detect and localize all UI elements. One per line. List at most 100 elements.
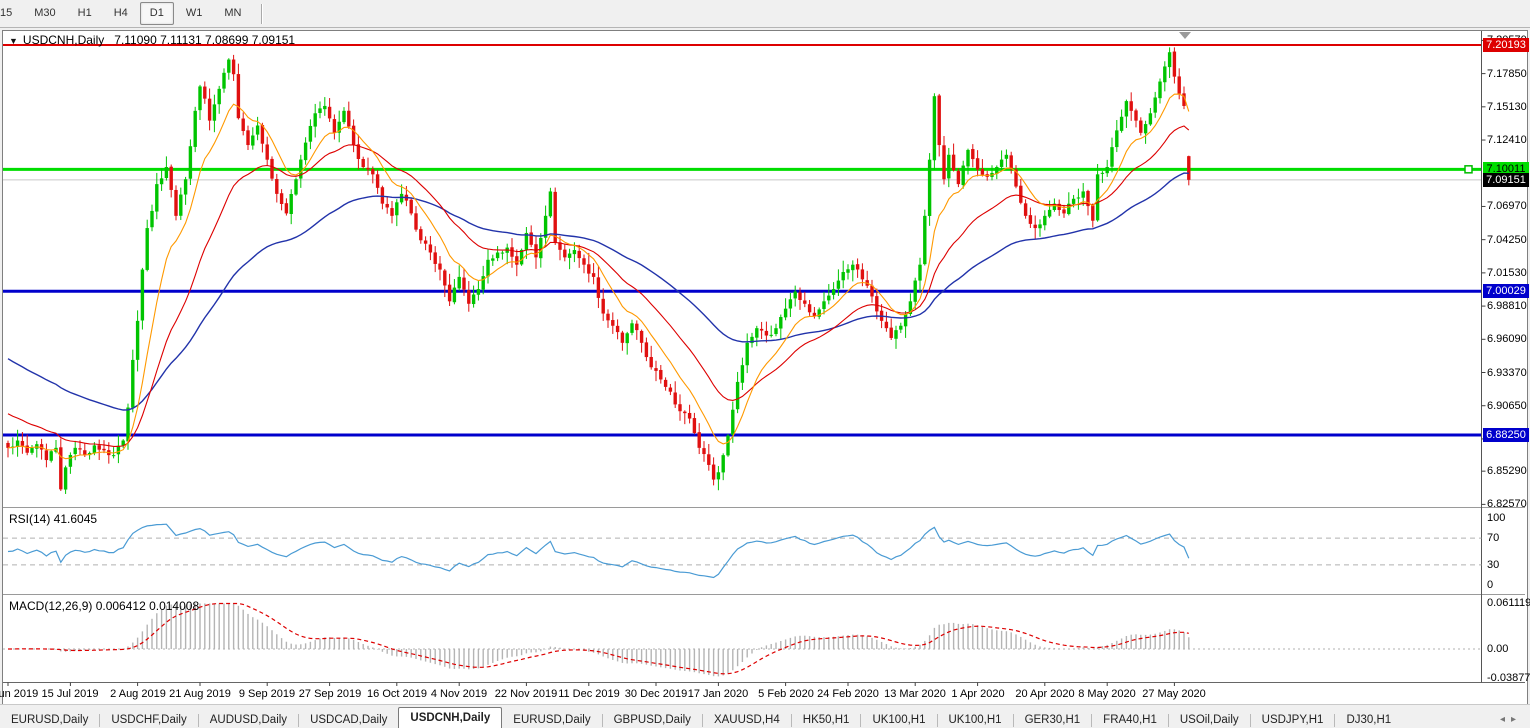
price-tick-label: 7.17850 xyxy=(1487,68,1527,80)
date-tick-label: 5 Feb 2020 xyxy=(758,688,814,700)
price-tick-label: 7.15130 xyxy=(1487,101,1527,113)
timeframe-button-h4[interactable]: H4 xyxy=(113,7,128,19)
date-tick-label: 21 Aug 2019 xyxy=(169,688,231,700)
chart-tab-uk100-h1[interactable]: UK100,H1 xyxy=(872,714,926,726)
chart-dropdown-icon[interactable]: ▼ xyxy=(9,36,18,46)
date-tick-label: 4 Nov 2019 xyxy=(430,688,488,700)
macd-tick-label: 0.00 xyxy=(1487,643,1509,655)
timeframe-button-h1[interactable]: H1 xyxy=(77,7,92,19)
price-level-badge: 7.10011 xyxy=(1483,162,1529,176)
chart-tab-dj30-h1[interactable]: DJ30,H1 xyxy=(1346,714,1392,726)
date-tick-label: 20 Apr 2020 xyxy=(1015,688,1075,700)
tab-scroll-arrows[interactable]: ◂▸ xyxy=(1500,714,1522,725)
price-level-badge: 7.00029 xyxy=(1483,284,1529,298)
chart-tab-usdchf-daily[interactable]: USDCHF,Daily xyxy=(111,714,187,726)
date-tick-label: 22 Nov 2019 xyxy=(494,688,558,700)
tab-separator xyxy=(936,714,938,727)
tab-scroll-left-icon[interactable]: ◂ xyxy=(1499,714,1511,725)
macd-indicator-label: MACD(12,26,9) 0.006412 0.014008 xyxy=(9,599,200,613)
date-tick-label: 16 Oct 2019 xyxy=(367,688,427,700)
tab-separator xyxy=(790,714,792,727)
price-tick-label: 7.04250 xyxy=(1487,234,1527,246)
chart-tab-usoil-daily[interactable]: USOil,Daily xyxy=(1179,714,1239,726)
timeframe-button-d1[interactable]: D1 xyxy=(139,2,174,25)
rsi-tick-label: 100 xyxy=(1487,512,1506,524)
date-tick-label: 9 Sep 2019 xyxy=(238,688,296,700)
timeframe-button-mn[interactable]: MN xyxy=(224,7,242,19)
candlestick-series xyxy=(6,47,1191,494)
tab-separator xyxy=(1012,714,1014,727)
date-tick-label: 15 Jul 2019 xyxy=(41,688,99,700)
tab-separator xyxy=(1334,714,1336,727)
chart-tab-usdcnh-daily[interactable]: USDCNH,Daily xyxy=(398,707,503,728)
date-tick-label: 30 Dec 2019 xyxy=(624,688,688,700)
chart-ohlc-quotes: 7.11090 7.11131 7.08699 7.09151 xyxy=(114,33,296,47)
ma-fast-line xyxy=(7,93,1190,460)
chart-shift-marker-icon[interactable] xyxy=(1179,32,1191,39)
price-tick-label: 7.06970 xyxy=(1487,200,1527,212)
chart-title: ▼ USDCNH,Daily 7.11090 7.11131 7.08699 7.0… xyxy=(9,33,295,47)
price-tick-label: 7.12410 xyxy=(1487,134,1527,146)
ma-medium-line xyxy=(7,125,1190,447)
chart-tab-eurusd-daily[interactable]: EURUSD,Daily xyxy=(513,714,591,726)
tab-separator xyxy=(99,714,101,727)
rsi-tick-label: 70 xyxy=(1487,532,1500,544)
rsi-indicator-label: RSI(14) 41.6045 xyxy=(9,512,98,526)
rsi-line xyxy=(7,523,1190,579)
tab-separator xyxy=(298,714,300,727)
rsi-tick-label: 30 xyxy=(1487,559,1500,571)
date-tick-label: 24 Feb 2020 xyxy=(817,688,879,700)
macd-tick-label: -0.03877 xyxy=(1487,672,1530,684)
price-tick-label: 6.98810 xyxy=(1487,300,1527,312)
price-tick-label: 6.90650 xyxy=(1487,400,1527,412)
chart-tab-xauusd-h4[interactable]: XAUUSD,H4 xyxy=(713,714,780,726)
tab-separator xyxy=(1249,714,1251,727)
macd-tick-label: 0.061119 xyxy=(1487,597,1530,609)
macd-histogram xyxy=(12,603,1190,677)
timeframe-button-w1[interactable]: W1 xyxy=(185,7,203,19)
timeframe-button-m30[interactable]: M30 xyxy=(34,7,56,19)
price-tick-label: 6.93370 xyxy=(1487,367,1527,379)
date-tick-label: 26 Jun 2019 xyxy=(0,688,39,700)
date-tick-label: 17 Jan 2020 xyxy=(687,688,749,700)
chart-tab-hk50-h1[interactable]: HK50,H1 xyxy=(802,714,850,726)
price-tick-label: 6.96090 xyxy=(1487,333,1527,345)
timeframe-toolbar: 15 M30 H1 H4 D1 W1 MN xyxy=(0,0,1530,28)
date-tick-label: 2 Aug 2019 xyxy=(110,688,166,700)
date-tick-label: 1 Apr 2020 xyxy=(951,688,1005,700)
price-tick-label: 6.85290 xyxy=(1487,465,1527,477)
chart-tab-ger30-h1[interactable]: GER30,H1 xyxy=(1024,714,1081,726)
tab-separator xyxy=(601,714,603,727)
date-tick-label: 11 Dec 2019 xyxy=(558,688,620,700)
date-tick-label: 27 Sep 2019 xyxy=(298,688,362,700)
price-chart-canvas[interactable] xyxy=(3,31,1525,702)
chart-window: ▼ USDCNH,Daily 7.11090 7.11131 7.08699 7.0… xyxy=(0,30,1530,705)
macd-signal-line xyxy=(8,602,1189,675)
tab-separator xyxy=(860,714,862,727)
rsi-tick-label: 0 xyxy=(1487,579,1494,591)
price-tick-label: 6.82570 xyxy=(1487,498,1527,510)
tab-separator xyxy=(1091,714,1093,727)
timeframe-button-15[interactable]: 15 xyxy=(0,7,13,19)
chart-tab-bar: EURUSD,Daily USDCHF,Daily AUDUSD,Daily USDC… xyxy=(0,704,1530,728)
tab-scroll-right-icon[interactable]: ▸ xyxy=(1510,714,1522,725)
tab-separator xyxy=(701,714,703,727)
chart-tab-eurusd-daily[interactable]: EURUSD,Daily xyxy=(11,714,89,726)
line-selection-handle[interactable] xyxy=(1464,165,1473,174)
ma-slow-line xyxy=(7,172,1189,411)
price-level-badge: 6.88250 xyxy=(1483,428,1529,442)
chart-tab-usdcad-daily[interactable]: USDCAD,Daily xyxy=(310,714,388,726)
chart-tab-fra40-h1[interactable]: FRA40,H1 xyxy=(1103,714,1157,726)
chart-tab-uk100-h1[interactable]: UK100,H1 xyxy=(948,714,1002,726)
tab-separator xyxy=(1167,714,1169,727)
chart-tab-usdjpy-h1[interactable]: USDJPY,H1 xyxy=(1261,714,1324,726)
chart-tab-gbpusd-daily[interactable]: GBPUSD,Daily xyxy=(613,714,691,726)
toolbar-separator xyxy=(261,3,264,24)
date-tick-label: 27 May 2020 xyxy=(1142,688,1206,700)
price-level-badge: 7.20193 xyxy=(1483,38,1529,52)
date-tick-label: 8 May 2020 xyxy=(1078,688,1136,700)
chart-tab-audusd-daily[interactable]: AUDUSD,Daily xyxy=(209,714,288,726)
chart-symbol-period: USDCNH,Daily xyxy=(22,33,105,47)
tab-separator xyxy=(197,714,199,727)
